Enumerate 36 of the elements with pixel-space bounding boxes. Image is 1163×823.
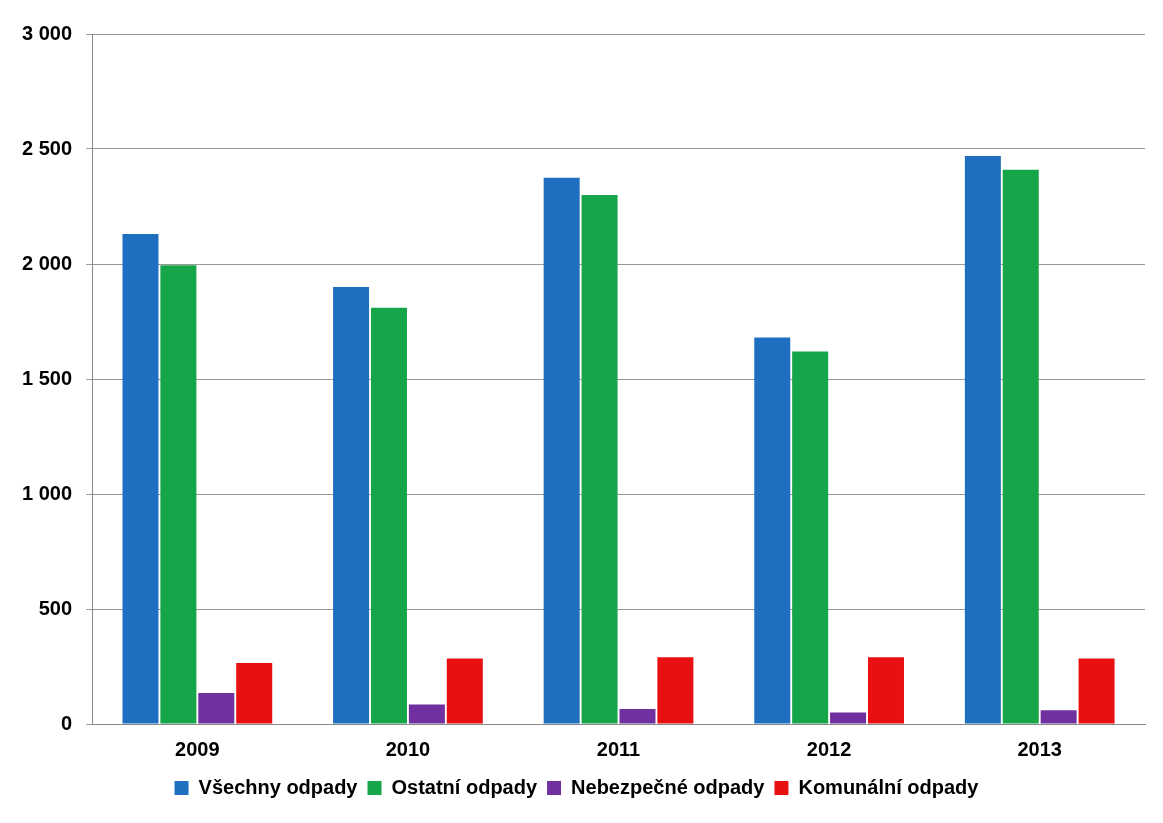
bar xyxy=(792,351,829,724)
bar xyxy=(657,657,694,724)
y-tick-label: 0 xyxy=(60,711,73,734)
bar xyxy=(1040,710,1077,724)
bar xyxy=(581,195,618,724)
y-tick-label: 1 000 xyxy=(21,481,73,504)
bar xyxy=(619,709,656,724)
bar xyxy=(370,307,407,724)
y-tick-label: 3 000 xyxy=(21,21,73,44)
bar xyxy=(236,663,273,724)
y-tick-label: 2 000 xyxy=(21,251,73,274)
x-tick-label: 2011 xyxy=(596,737,641,760)
bar xyxy=(122,234,159,724)
bar xyxy=(830,712,867,724)
legend-label: Všechny odpady xyxy=(198,775,359,798)
legend-label: Nebezpečné odpady xyxy=(571,775,766,798)
x-tick-label: 2013 xyxy=(1017,737,1062,760)
bar xyxy=(867,657,904,724)
bar xyxy=(198,692,235,724)
bar xyxy=(160,265,197,724)
y-tick-label: 1 500 xyxy=(21,366,73,389)
bar xyxy=(1002,169,1039,724)
bar xyxy=(964,155,1001,724)
bar xyxy=(446,658,483,724)
x-tick-label: 2012 xyxy=(806,737,852,760)
bar xyxy=(408,704,445,724)
y-tick-label: 500 xyxy=(38,596,73,619)
bar xyxy=(1078,658,1115,724)
legend-label: Ostatní odpady xyxy=(391,775,538,798)
legend-label: Komunální odpady xyxy=(798,775,980,798)
bar xyxy=(333,287,370,724)
x-tick-label: 2009 xyxy=(175,737,220,760)
x-tick-label: 2010 xyxy=(385,737,431,760)
bar xyxy=(754,337,791,724)
bar xyxy=(543,177,580,724)
y-tick-label: 2 500 xyxy=(21,136,73,159)
